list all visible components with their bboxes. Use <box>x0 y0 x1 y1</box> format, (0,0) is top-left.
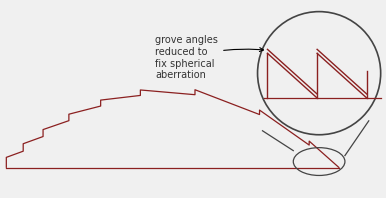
Text: grove angles
reduced to
fix spherical
aberration: grove angles reduced to fix spherical ab… <box>155 35 264 80</box>
